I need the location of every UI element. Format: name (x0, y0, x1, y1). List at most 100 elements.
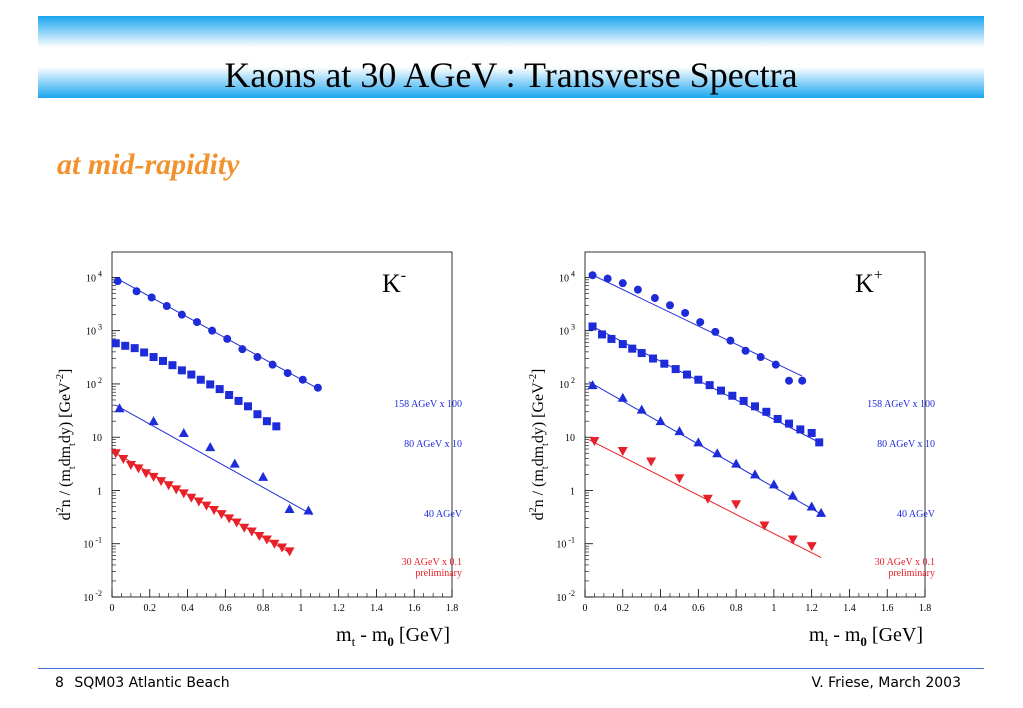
data-point (231, 518, 242, 528)
data-point (177, 310, 186, 319)
y-tick-label: 10 2 (559, 376, 575, 391)
data-point (193, 318, 201, 327)
author-date: V. Friese, March 2003 (811, 675, 961, 691)
data-point (110, 449, 121, 459)
data-point (768, 479, 779, 489)
data-point (633, 285, 642, 294)
data-point (798, 376, 807, 385)
x-tick-label: 0.2 (144, 603, 157, 614)
series-label: 40 AGeV (424, 509, 463, 520)
x-tick-label: 1.6 (408, 603, 421, 614)
chart-k-plus: 0 0.2 0.4 0.6 0.8 1 1.2 1.4 1.6 1.8 10 -2 10 -1 1 10 1… (528, 251, 936, 649)
data-point (693, 437, 704, 447)
data-point (162, 302, 171, 311)
data-point (711, 327, 720, 336)
data-point (206, 380, 215, 389)
y-tick-label: 10 (92, 433, 102, 444)
x-tick-label: 0.8 (730, 603, 743, 614)
y-tick-label: 10 -2 (83, 589, 102, 604)
data-point (216, 510, 227, 520)
x-tick-label: 1 (298, 603, 303, 614)
series-circle (113, 277, 322, 392)
data-point (111, 339, 120, 348)
y-tick-label: 10 4 (86, 269, 102, 284)
y-tick-label: 10 3 (559, 323, 575, 338)
data-point (683, 370, 691, 379)
y-axis-label: d2n / (mtdmtdy) [GeV-2] (55, 369, 78, 521)
y-tick-label: 10 2 (86, 376, 102, 391)
data-point (238, 345, 247, 354)
data-point (671, 365, 680, 374)
x-tick-label: 1.8 (919, 603, 932, 614)
data-point (806, 501, 817, 511)
data-point (141, 469, 151, 479)
data-point (205, 442, 216, 452)
data-point (284, 503, 295, 513)
data-point (253, 353, 262, 362)
data-point (726, 336, 735, 345)
y-tick-label: 10 (565, 433, 575, 444)
data-point (156, 477, 167, 487)
x-tick-label: 1.2 (805, 603, 818, 614)
data-point (229, 458, 240, 468)
data-point (806, 542, 817, 552)
x-tick-label: 1.4 (370, 603, 383, 614)
x-tick-label: 0.4 (654, 603, 667, 614)
data-point (163, 481, 174, 491)
data-point (587, 380, 598, 390)
data-point (618, 279, 627, 288)
x-tick-label: 0.4 (181, 603, 194, 614)
series-triangle-down (588, 436, 822, 559)
data-point (272, 422, 281, 431)
data-point (589, 436, 600, 446)
footer-left: 8 SQM03 Atlantic Beach (55, 675, 236, 691)
data-point (712, 448, 723, 458)
x-tick-label: 1.6 (881, 603, 894, 614)
data-point (607, 334, 616, 343)
series-triangle-up (114, 403, 314, 516)
chart-k-minus: 0 0.2 0.4 0.6 0.8 1 1.2 1.4 1.6 1.8 10 -2 10 -1 1 10 1… (55, 251, 463, 649)
x-tick-label: 0.2 (617, 603, 630, 614)
data-point (147, 293, 156, 302)
data-point (637, 349, 646, 358)
data-point (171, 485, 182, 495)
data-point (756, 353, 765, 362)
data-point (178, 427, 189, 437)
data-point (750, 469, 760, 479)
data-point (186, 493, 197, 503)
x-tick-label: 1 (771, 603, 776, 614)
data-point (717, 386, 725, 395)
y-tick-label: 10 -1 (556, 536, 575, 551)
x-tick-label: 0.8 (257, 603, 270, 614)
data-point (225, 391, 234, 400)
series-label: 80 AGeV x 10 (404, 439, 462, 450)
x-tick-label: 1.8 (446, 603, 459, 614)
x-tick-label: 1.4 (843, 603, 856, 614)
data-point (728, 391, 737, 400)
data-point (193, 497, 204, 507)
data-point (588, 322, 597, 331)
y-tick-label: 10 4 (559, 269, 575, 284)
series-circle (588, 271, 807, 385)
fit-line (588, 272, 803, 377)
x-tick-label: 0.6 (692, 603, 705, 614)
data-point (130, 344, 139, 353)
data-point (261, 535, 272, 545)
series-note: preliminary (888, 568, 935, 579)
data-point (650, 294, 659, 303)
data-point (262, 417, 271, 426)
data-point (209, 505, 219, 515)
y-axis-label: d2n / (mtdmtdy) [GeV-2] (528, 369, 551, 521)
data-point (201, 501, 212, 511)
x-tick-label: 1.2 (332, 603, 345, 614)
data-point (694, 375, 703, 384)
data-point (277, 543, 287, 553)
data-point (284, 547, 295, 557)
data-point (298, 375, 307, 384)
data-point (215, 385, 224, 394)
series-label: 158 AGeV x 100 (394, 399, 462, 410)
x-tick-label: 0.6 (219, 603, 232, 614)
data-point (785, 376, 793, 385)
data-point (114, 403, 125, 413)
y-tick-label: 1 (570, 486, 575, 497)
